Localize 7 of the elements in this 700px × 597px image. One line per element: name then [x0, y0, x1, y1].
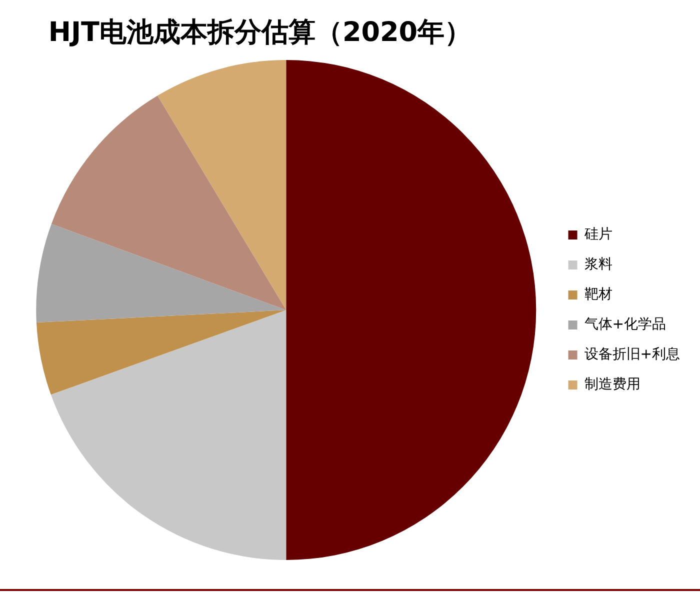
legend-label: 硅片	[583, 226, 612, 243]
legend-label: 设备折旧+利息	[584, 346, 680, 363]
legend-label: 浆料	[584, 256, 612, 273]
chart-title: HJT电池成本拆分估算（2020年）	[47, 16, 473, 50]
legend-label: 气体+化学品	[584, 316, 666, 333]
legend-label: 制造费用	[584, 376, 640, 393]
legend-label: 靶材	[584, 286, 612, 303]
